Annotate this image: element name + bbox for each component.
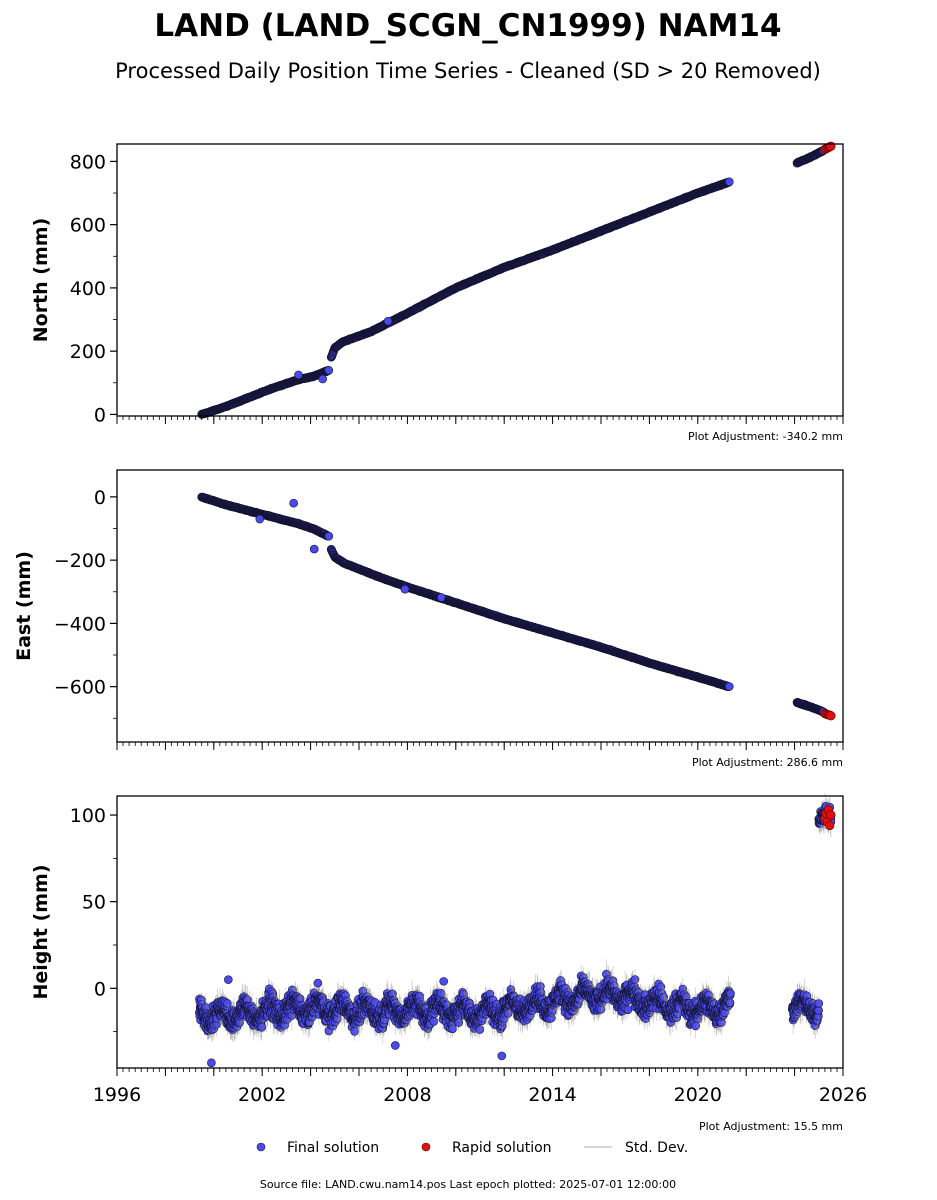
final-point — [255, 514, 265, 524]
x-tick-label: 1996 — [93, 1084, 141, 1106]
y-tick-label: 50 — [82, 892, 106, 914]
chart-title: LAND (LAND_SCGN_CN1999) NAM14 — [154, 8, 781, 44]
height-y-axis-label: Height (mm) — [30, 864, 52, 999]
y-tick-label: 600 — [70, 215, 106, 237]
y-tick-label: 0 — [94, 404, 106, 426]
final-point — [223, 998, 232, 1008]
final-point — [257, 1023, 267, 1032]
data-points — [197, 492, 836, 721]
y-tick-label: 400 — [70, 278, 106, 300]
data-points — [197, 141, 836, 419]
final-point — [294, 370, 303, 380]
x-tick-label: 2020 — [674, 1084, 722, 1106]
y-tick-label: −200 — [54, 550, 106, 572]
east-y-axis-label: East (mm) — [13, 551, 35, 661]
rapid-point — [826, 711, 836, 721]
y-tick-label: 800 — [70, 151, 106, 173]
x-tick-label: 2026 — [819, 1084, 867, 1106]
chart-subtitle: Processed Daily Position Time Series - C… — [115, 59, 821, 83]
final-point — [436, 593, 446, 602]
rapid-point — [826, 141, 836, 151]
north-y-axis-label: North (mm) — [30, 218, 52, 343]
x-tick-label: 2002 — [238, 1084, 286, 1106]
east-panel: East (mm) Plot Adjustment: 286.6 mm 0 −20… — [13, 469, 844, 769]
east-plot-adjustment: Plot Adjustment: 286.6 mm — [692, 756, 843, 769]
north-panel: North (mm) Plot Adjustment: -340.2 mm 0 2… — [30, 141, 844, 443]
final-point — [724, 177, 734, 187]
y-tick-label: −600 — [54, 677, 106, 699]
y-tick-label: 0 — [94, 978, 106, 1000]
final-point — [309, 544, 319, 554]
final-point — [400, 584, 410, 594]
x-tick-label: 2008 — [383, 1084, 431, 1106]
final-point — [724, 682, 734, 691]
final-point — [324, 365, 334, 375]
final-point — [289, 498, 298, 508]
x-tick-label: 2014 — [528, 1084, 576, 1106]
north-plot-adjustment: Plot Adjustment: -340.2 mm — [688, 430, 843, 443]
y-tick-label: −400 — [54, 613, 106, 635]
final-point — [324, 531, 334, 541]
final-point — [383, 316, 393, 326]
height-panel: Height (mm) Plot Adjustment: 15.5 mm 0 50… — [30, 792, 867, 1133]
final-point — [318, 374, 328, 384]
y-tick-label: 0 — [94, 487, 106, 509]
y-tick-label: 200 — [70, 341, 106, 363]
y-tick-label: 100 — [70, 805, 106, 827]
height-plot-adjustment: Plot Adjustment: 15.5 mm — [699, 1120, 843, 1133]
data-points — [195, 792, 836, 1068]
